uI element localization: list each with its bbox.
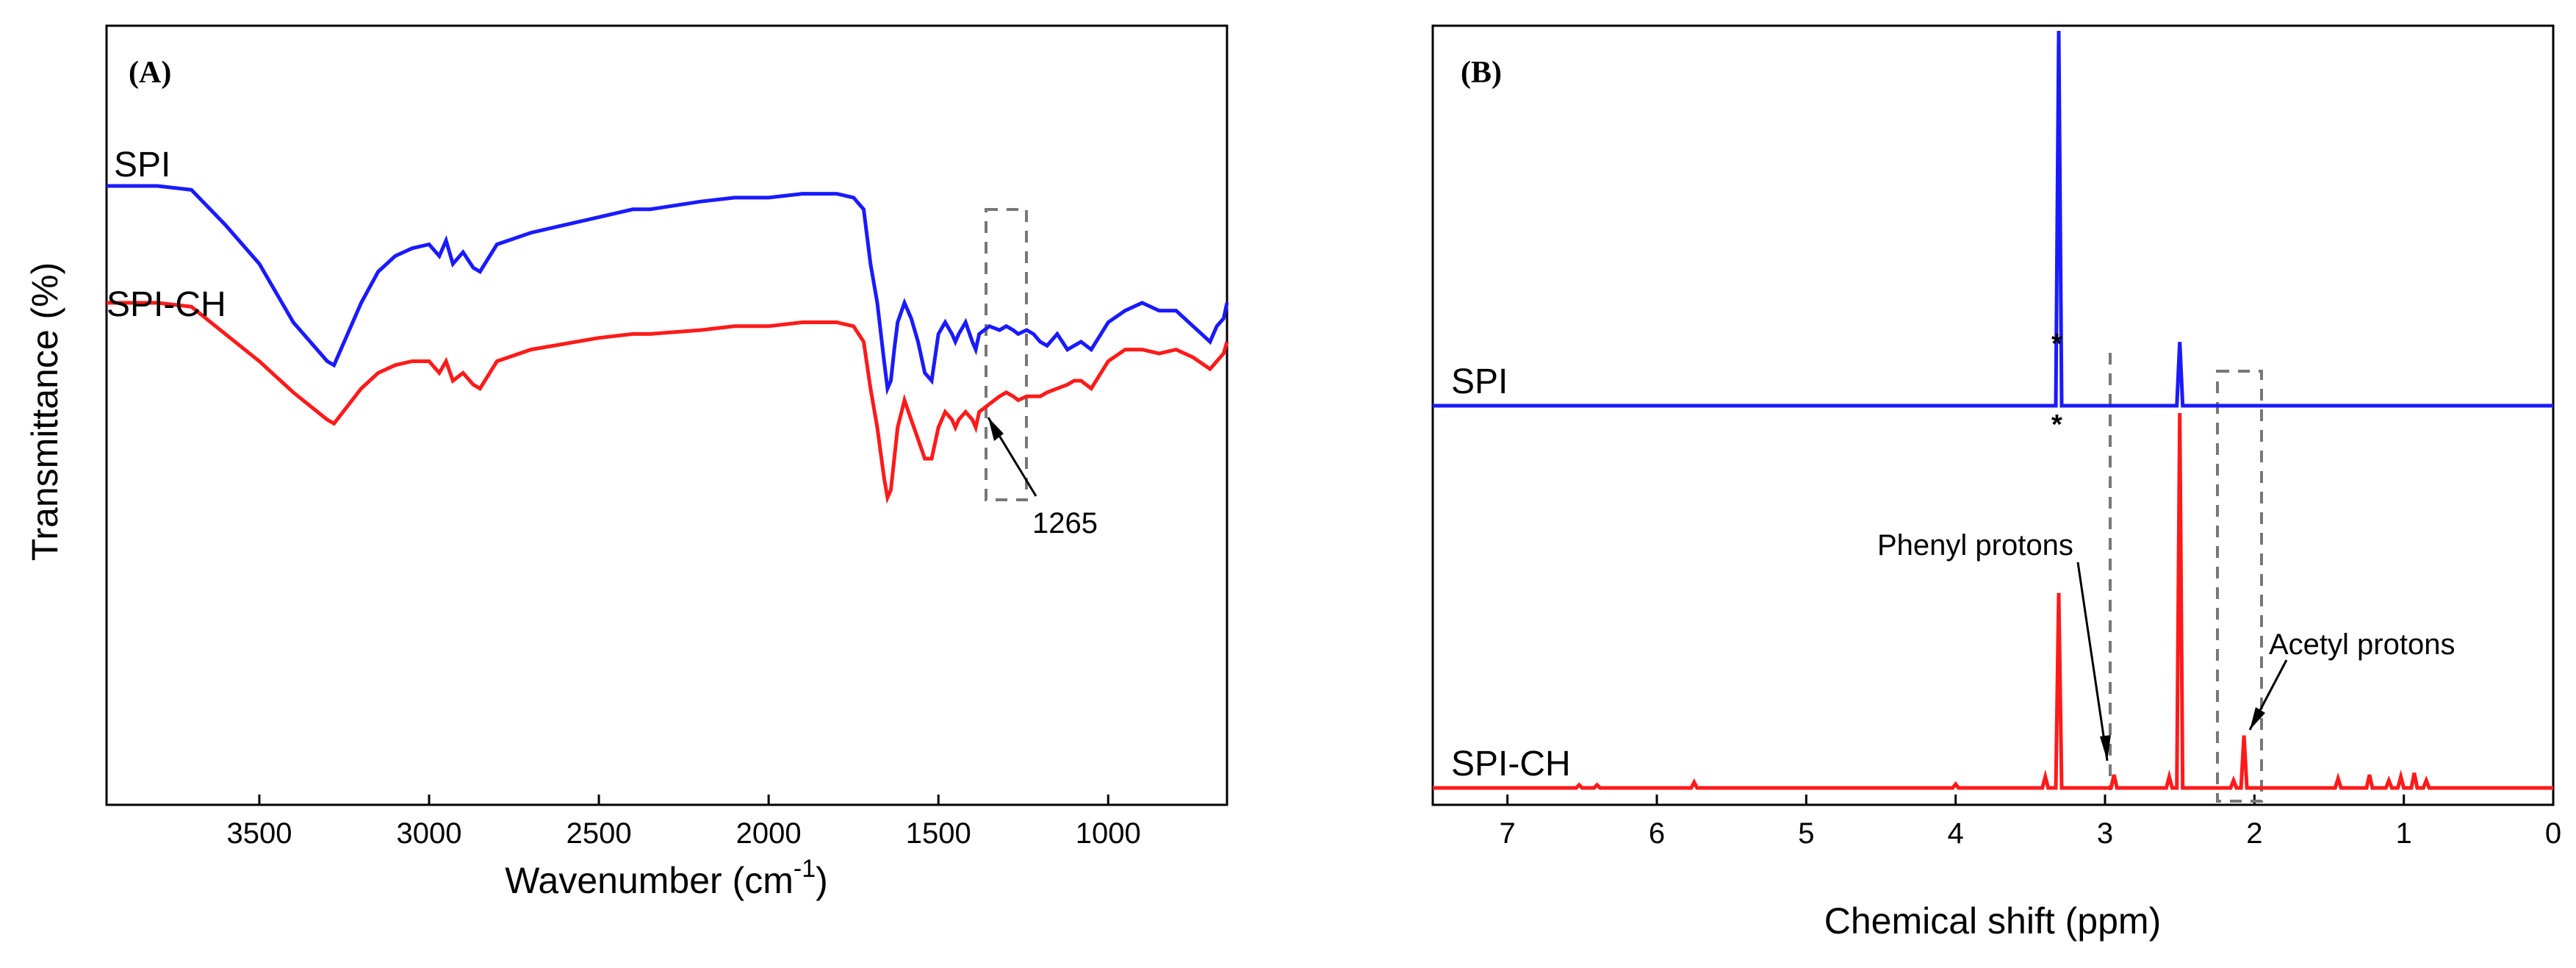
x-ticks-a — [258, 795, 1109, 805]
highlight-box-1265 — [985, 208, 1028, 501]
series-label-spi-b: SPI — [1451, 362, 1508, 401]
a-tick-label-2000: 2000 — [736, 817, 802, 850]
x-tick-labels-b: 7 6 5 4 3 2 1 0 — [1500, 817, 2562, 850]
plot-frame-a — [105, 24, 1228, 806]
panel-a: (A) 3500 3000 2500 2000 1500 1000 SPI SPI-CH … — [24, 24, 1229, 901]
b-tick-label-6: 6 — [1649, 817, 1665, 850]
a-tick-label-3000: 3000 — [397, 817, 462, 850]
annotation-phenyl: Phenyl protons — [1877, 529, 2073, 562]
x-tick-labels-a: 3500 3000 2500 2000 1500 1000 — [226, 817, 1140, 850]
series-label-spi-ch-a: SPI-CH — [107, 285, 226, 324]
a-tick-label-3500: 3500 — [226, 817, 292, 850]
y-axis-title-a: Transmittance (%) — [24, 262, 65, 562]
annotation-1265: 1265 — [1032, 507, 1098, 539]
spi-nmr-line — [1433, 30, 2553, 408]
b-tick-label-0: 0 — [2545, 817, 2561, 850]
plot-frame-b — [1431, 24, 2555, 806]
spi-ch-nmr-line — [1433, 412, 2553, 790]
x-axis-title-a-sup: -1 — [794, 855, 816, 883]
b-tick-label-2: 2 — [2246, 817, 2262, 850]
phenyl-arrow — [2076, 562, 2109, 761]
x-ticks-b — [1506, 795, 2555, 805]
spi-ftir-line — [107, 184, 1229, 395]
b-tick-label-1: 1 — [2396, 817, 2412, 850]
series-label-spi-ch-b: SPI-CH — [1451, 745, 1571, 784]
a-tick-label-2500: 2500 — [566, 817, 632, 850]
b-tick-label-4: 4 — [1948, 817, 1964, 850]
series-label-spi-a: SPI — [114, 146, 170, 184]
x-axis-title-a: Wavenumber (cm-1) — [505, 855, 828, 901]
spi-ch-ftir-line — [107, 301, 1229, 504]
panel-label-b: (B) — [1461, 56, 1502, 90]
b-tick-label-7: 7 — [1500, 817, 1516, 850]
phenyl-arrowhead — [2100, 735, 2111, 761]
panel-b: (B) 7 6 5 4 3 2 1 0 * * SPI SPI-CH Phenyl proto… — [1431, 24, 2562, 942]
acetyl-highlight-box — [2216, 370, 2263, 803]
a-tick-label-1500: 1500 — [906, 817, 971, 850]
arrowhead-1265 — [988, 417, 1004, 441]
x-axis-title-b: Chemical shift (ppm) — [1824, 900, 2161, 942]
panel-label-a: (A) — [129, 56, 171, 90]
b-tick-label-3: 3 — [2097, 817, 2113, 850]
b-tick-label-5: 5 — [1798, 817, 1814, 850]
annotation-acetyl: Acetyl protons — [2269, 628, 2455, 661]
solvent-marker-spi-ch: * — [2051, 409, 2062, 440]
x-axis-title-a-text: Wavenumber (cm — [505, 860, 794, 901]
a-tick-label-1000: 1000 — [1076, 817, 1141, 850]
solvent-marker-spi: * — [2051, 329, 2062, 359]
x-axis-title-a-end: ) — [816, 860, 828, 901]
acetyl-arrowhead — [2250, 707, 2265, 730]
